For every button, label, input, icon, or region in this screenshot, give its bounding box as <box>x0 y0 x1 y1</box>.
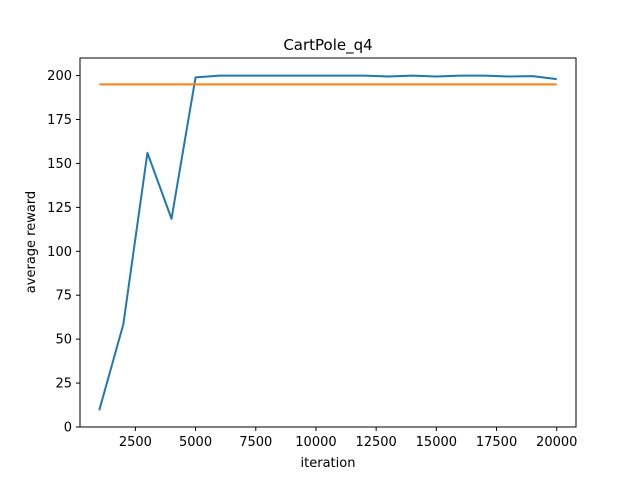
series-layer <box>98 74 557 411</box>
chart-title: CartPole_q4 <box>283 36 372 55</box>
y-tick-label: 25 <box>55 377 72 392</box>
x-tick-label: 7500 <box>239 435 272 450</box>
y-tick-label: 75 <box>55 289 72 304</box>
axes-frame <box>79 57 577 428</box>
y-axis-label: average reward <box>24 191 39 293</box>
y-tick-label: 0 <box>64 421 72 436</box>
plot-area: 2500 5000 7500 10000 12500 15000 17500 20000 0 2… <box>47 57 577 450</box>
y-tick-label: 125 <box>47 201 72 216</box>
x-tick-label: 12500 <box>355 435 396 450</box>
series-line-1 <box>98 74 557 411</box>
x-axis-label: iteration <box>301 456 356 471</box>
y-tick-label: 150 <box>47 157 72 172</box>
x-tick-label: 2500 <box>119 435 152 450</box>
y-axis-ticks: 0 25 50 75 100 125 150 175 200 <box>47 69 80 436</box>
y-tick-label: 50 <box>55 333 72 348</box>
y-tick-label: 175 <box>47 113 72 128</box>
y-tick-label: 200 <box>47 69 72 84</box>
x-tick-label: 15000 <box>416 435 457 450</box>
x-tick-label: 10000 <box>295 435 336 450</box>
y-tick-label: 100 <box>47 245 72 260</box>
x-tick-label: 5000 <box>179 435 212 450</box>
x-axis-ticks: 2500 5000 7500 10000 12500 15000 17500 20000 <box>119 427 577 450</box>
x-tick-label: 17500 <box>476 435 517 450</box>
x-tick-label: 20000 <box>536 435 577 450</box>
